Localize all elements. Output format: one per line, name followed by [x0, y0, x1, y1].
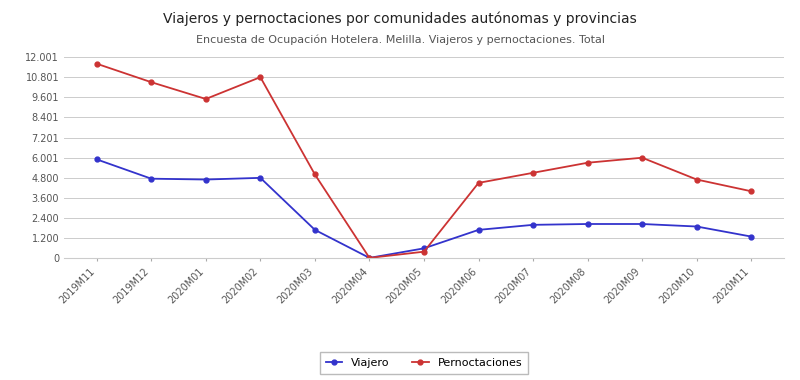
Viajero: [92, 157, 102, 162]
Pernoctaciones: [255, 75, 265, 79]
Pernoctaciones: [746, 189, 756, 193]
Viajero: [201, 177, 210, 182]
Legend: Viajero, Pernoctaciones: Viajero, Pernoctaciones: [320, 352, 528, 374]
Text: Viajeros y pernoctaciones por comunidades autónomas y provincias: Viajeros y pernoctaciones por comunidade…: [163, 11, 637, 26]
Pernoctaciones: [474, 180, 483, 185]
Pernoctaciones: [92, 62, 102, 66]
Viajero: [310, 228, 320, 232]
Viajero: [419, 246, 429, 251]
Pernoctaciones: [146, 80, 156, 84]
Text: Encuesta de Ocupación Hotelera. Melilla. Viajeros y pernoctaciones. Total: Encuesta de Ocupación Hotelera. Melilla.…: [195, 34, 605, 45]
Pernoctaciones: [528, 171, 538, 175]
Line: Viajero: Viajero: [94, 157, 754, 260]
Viajero: [746, 234, 756, 239]
Viajero: [638, 222, 647, 226]
Pernoctaciones: [583, 160, 593, 165]
Viajero: [583, 222, 593, 226]
Viajero: [528, 223, 538, 227]
Pernoctaciones: [419, 249, 429, 254]
Viajero: [365, 256, 374, 260]
Pernoctaciones: [310, 172, 320, 177]
Viajero: [146, 176, 156, 181]
Viajero: [255, 176, 265, 180]
Pernoctaciones: [638, 155, 647, 160]
Viajero: [474, 228, 483, 232]
Pernoctaciones: [365, 256, 374, 260]
Pernoctaciones: [201, 97, 210, 101]
Pernoctaciones: [692, 177, 702, 182]
Viajero: [692, 224, 702, 229]
Line: Pernoctaciones: Pernoctaciones: [94, 61, 754, 260]
